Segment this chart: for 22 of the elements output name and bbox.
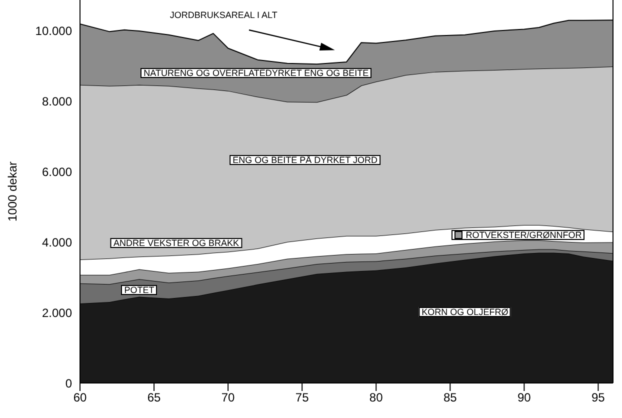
annotation: JORDBRUKSAREAL I ALT: [170, 10, 278, 20]
series-label: NATURENG OG OVERFLATEDYRKET ENG OG BEITE: [144, 68, 369, 78]
series-label: ENG OG BEITE PÅ DYRKET JORD: [232, 154, 378, 165]
series-label: ANDRE VEKSTER OG BRAKK: [113, 238, 239, 248]
series-label: KORN OG OLJEFRØ: [422, 306, 508, 317]
y-tick-label: 8.000: [42, 94, 72, 109]
y-axis-title: 1000 dekar: [5, 161, 20, 222]
x-tick-label: 95: [592, 390, 606, 405]
legend-label: ROTVEKSTER/GRØNNFÔR: [466, 230, 582, 240]
x-tick-label: 65: [147, 390, 162, 405]
x-tick-label: 75: [295, 390, 310, 405]
x-tick-label: 90: [517, 390, 532, 405]
x-tick-label: 85: [443, 390, 458, 405]
y-tick-label: 0: [65, 376, 72, 390]
series-label: POTET: [124, 284, 154, 295]
y-tick-label: 2.000: [42, 306, 72, 320]
y-tick-label: 10.000: [35, 24, 72, 38]
x-tick-label: 70: [221, 390, 236, 405]
x-tick-label: 80: [369, 390, 384, 405]
x-tick-label: 60: [73, 390, 87, 405]
y-tick-label: 6.000: [42, 165, 72, 180]
y-tick-label: 4.000: [42, 235, 72, 250]
